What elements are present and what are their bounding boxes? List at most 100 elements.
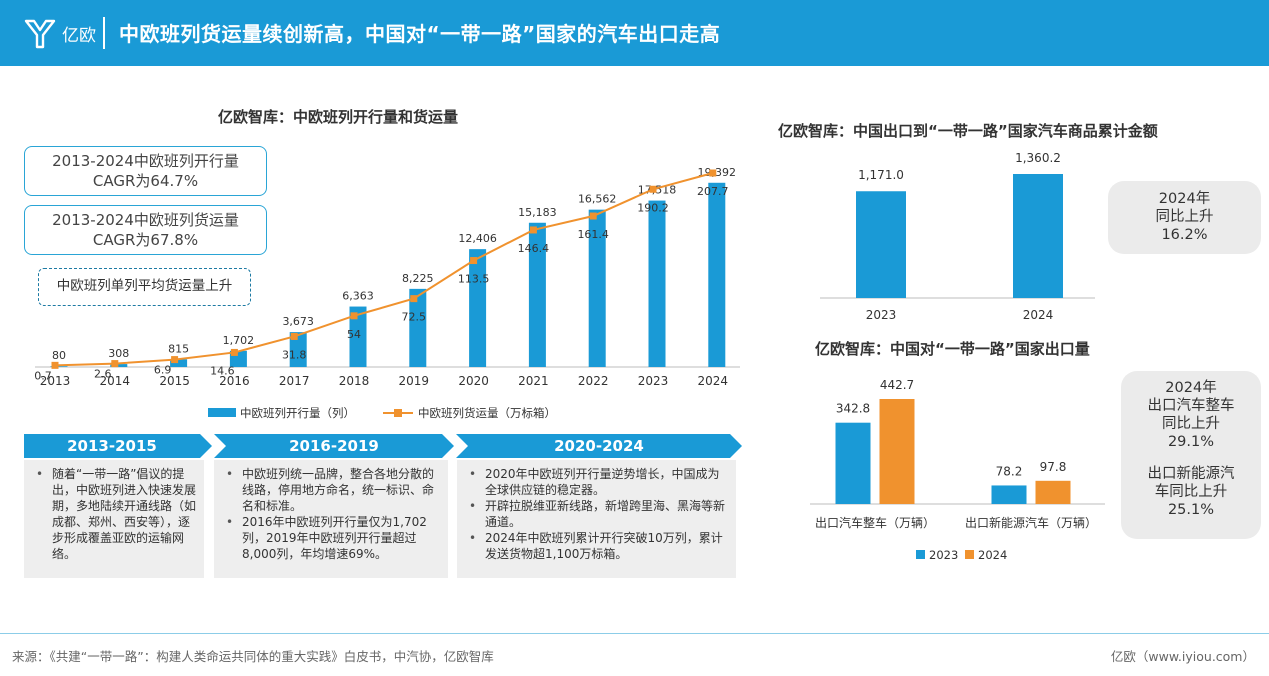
legend-label-2023: 2023 [929,548,958,562]
export-value-bar [1013,174,1063,298]
train-count-bar [50,366,68,367]
freight-volume-label: 6.9 [154,364,172,377]
train-count-label: 6,363 [342,290,374,303]
phase-arrow-shape [456,434,742,458]
train-count-label: 17,518 [638,184,677,197]
export-value-growth-line1: 2024年 [1158,191,1211,207]
x-tick-label: 出口汽车整车（万辆） [815,515,935,530]
x-tick-label: 2014 [100,374,131,388]
logo-text: 亿欧 [62,25,96,46]
export-value-bar [856,191,906,298]
freight-volume-label: 161.4 [577,228,609,241]
freight-volume-marker [410,295,418,303]
train-count-bar [588,209,606,367]
phase-arrow-2016-2019: 2016-2019 [214,434,454,458]
export-volume-chart-title: 亿欧智库：中国对“一带一路”国家出口量 [815,340,1090,358]
x-tick-label: 2024 [1023,308,1054,322]
freight-volume-marker [51,361,59,369]
export-volume-growth-a-line1: 2024年 [1165,380,1217,396]
train-count-label: 12,406 [458,232,497,245]
train-count-label: 815 [168,342,189,355]
x-tick-label: 2024 [698,374,729,388]
freight-volume-label: 190.2 [637,201,669,214]
freight-volume-marker [230,348,238,356]
x-tick-label: 2017 [279,374,310,388]
x-tick-label: 2022 [578,374,609,388]
train-count-bar [110,364,128,367]
freight-volume-marker [171,356,179,364]
export-volume-growth-a-line3: 同比上升 [1162,416,1220,432]
legend-label-2024: 2024 [978,548,1007,562]
train-count-bar [708,182,726,367]
freight-volume-label: 146.4 [518,242,550,255]
phase-label: 2020-2024 [554,437,644,455]
export-volume-growth-b-line2: 车同比上升 [1154,484,1228,500]
footer-divider [0,633,1269,634]
freight-volume-marker [529,226,537,234]
freight-volume-line [54,172,714,367]
export-volume-label: 78.2 [996,464,1023,478]
main-chart: 80 2013 308 2014 815 2015 1,702 2016 3,673 2017 6,… [34,166,740,420]
phase-bullet: 2020年中欧班列开行量逆势增长，中国成为全球供应链的稳定器。 [465,466,728,498]
phase-bullet: 2024年中欧班列累计开行突破10万列，累计发送货物超1,100万标箱。 [465,530,728,562]
footer-brand: 亿欧（www.iyiou.com） [1110,649,1255,664]
cagr-trains-line1: 2013-2024中欧班列开行量 [52,152,239,170]
freight-volume-marker [709,169,717,177]
export-volume-growth-b-line1: 出口新能源汽 [1147,466,1235,482]
export-value-growth-box: 2024年 同比上升 16.2% [1108,181,1261,254]
x-tick-label: 2019 [399,374,430,388]
freight-volume-label: 31.8 [282,348,307,361]
freight-volume-marker [649,185,657,193]
cagr-freight-line2: CAGR为67.8% [92,231,199,249]
phase-bullet: 2016年中欧班列开行量仅为1,702列，2019年中欧班列开行量超过8,000… [222,514,440,562]
avg-freight-note: 中欧班列单列平均货运量上升 [38,268,251,306]
export-value-label: 1,360.2 [1015,151,1061,165]
train-count-bar [409,288,427,367]
train-count-label: 15,183 [518,206,557,219]
freight-volume-label: 0.7 [34,369,52,382]
export-volume-bar-2024 [1035,480,1071,504]
train-count-bar [170,359,188,367]
freight-volume-label: 207.7 [697,185,729,198]
phase-label: 2016-2019 [289,437,379,455]
cagr-trains-line2: CAGR为64.7% [92,172,199,190]
train-count-bar [648,200,666,367]
cagr-trains-box: 2013-2024中欧班列开行量 CAGR为64.7% [24,146,267,196]
x-tick-label: 2018 [339,374,370,388]
train-count-label: 19,392 [698,166,737,179]
freight-volume-marker [470,257,478,265]
cagr-freight-line1: 2013-2024中欧班列货运量 [52,211,239,229]
legend-swatch-2024 [965,550,974,559]
logo: 亿欧 [22,14,96,52]
x-tick-label: 2023 [638,374,669,388]
train-count-bar [349,306,367,367]
export-value-growth-line2: 同比上升 [1155,209,1214,225]
export-value-label: 1,171.0 [858,168,904,182]
yiou-logo-icon [24,19,56,49]
legend-swatch-trains [208,408,236,417]
train-count-label: 16,562 [578,193,617,206]
export-volume-label: 97.8 [1040,460,1067,474]
train-count-label: 308 [108,347,129,360]
train-count-label: 3,673 [282,315,314,328]
x-tick-label: 2015 [159,374,190,388]
phase-box-2013-2015: 随着“一带一路”倡议的提出，中欧班列进入快速发展期，多地陆续开通线路（如成都、郑… [24,460,204,578]
train-count-label: 1,702 [223,334,255,347]
header-bar: 亿欧 中欧班列货运量续创新高，中国对“一带一路”国家的汽车出口走高 [0,0,1269,66]
freight-volume-label: 113.5 [458,273,490,286]
export-volume-bar-2023 [835,422,871,504]
x-tick-label: 2021 [518,374,549,388]
header-divider [103,17,105,49]
train-count-bar [469,249,487,367]
train-count-bar [289,332,307,367]
freight-volume-marker [350,312,358,320]
x-tick-label: 出口新能源汽车（万辆） [965,515,1097,530]
freight-volume-marker [589,212,597,220]
cagr-freight-box: 2013-2024中欧班列货运量 CAGR为67.8% [24,205,267,255]
freight-volume-label: 72.5 [402,311,427,324]
x-tick-label: 2020 [458,374,489,388]
phase-box-2016-2019: 中欧班列统一品牌，整合各地分散的线路，停用地方命名，统一标识、命名和标准。 20… [214,460,448,578]
export-volume-growth-box: 2024年 出口汽车整车 同比上升 29.1% 出口新能源汽 车同比上升 25.… [1121,371,1261,539]
x-tick-label: 2013 [40,374,71,388]
freight-volume-label: 54 [347,328,361,341]
